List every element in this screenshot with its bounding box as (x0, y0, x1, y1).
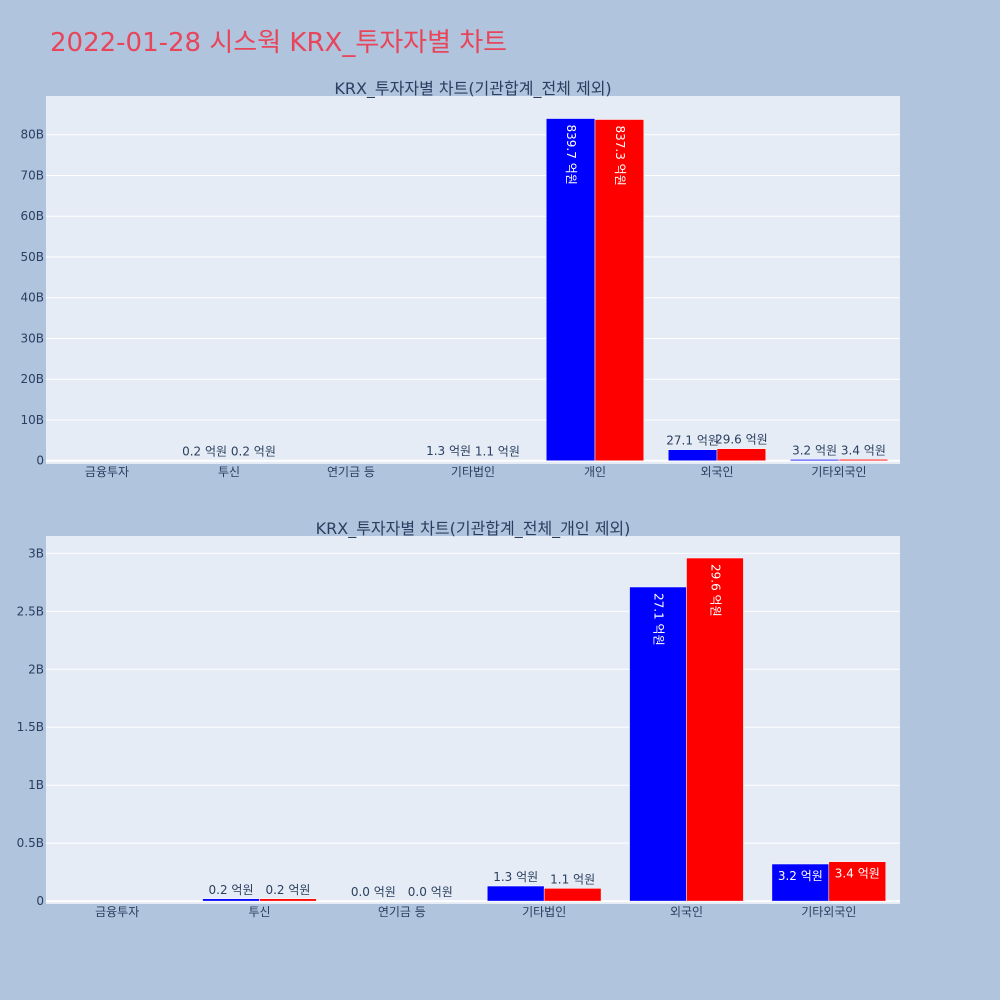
data-label: 1.1 억원 (550, 872, 595, 886)
x-tick-label: 기타법인 (522, 905, 566, 919)
bar (543, 888, 602, 902)
data-label: 3.4 억원 (835, 867, 880, 881)
data-label: 27.1 억원 (652, 593, 666, 646)
bar (667, 449, 718, 461)
y-tick-label: 10B (20, 413, 44, 427)
x-tick-label: 투신 (218, 465, 240, 479)
data-label: 0.2 억원 (231, 445, 276, 459)
x-tick-label: 외국인 (670, 905, 703, 919)
y-tick-label: 60B (20, 209, 44, 223)
x-tick-label: 금융투자 (95, 905, 139, 919)
bar (629, 586, 687, 902)
chart-title: KRX_투자자별 차트(기관합계_전체_개인 제외) (316, 519, 631, 539)
data-label: 1.1 억원 (475, 444, 520, 458)
data-label: 1.3 억원 (493, 870, 538, 884)
y-tick-label: 3B (28, 546, 44, 560)
y-tick-label: 0.5B (17, 836, 44, 850)
data-label: 3.2 억원 (778, 869, 823, 883)
y-tick-label: 0 (36, 454, 44, 468)
chart-top: 0 10B 20B 30B 40B 50B 60B 70B 80B KRX_투자자별 차트(기관합… (20, 79, 900, 479)
data-label: 1.3 억원 (426, 444, 471, 458)
bar (828, 861, 887, 902)
data-label: 0.2 억원 (209, 883, 254, 897)
y-tick-label: 1B (28, 778, 44, 792)
x-tick-label: 연기금 등 (327, 465, 375, 479)
data-label: 3.4 억원 (841, 443, 886, 457)
bar (838, 459, 889, 461)
x-tick-label: 기타법인 (451, 465, 495, 479)
x-tick-label: 투신 (248, 905, 270, 919)
bar (771, 863, 830, 902)
x-tick-label: 외국인 (700, 465, 733, 479)
bar (789, 459, 840, 461)
y-tick-label: 40B (20, 291, 44, 305)
y-tick-label: 20B (20, 372, 44, 386)
y-tick-label: 1.5B (17, 720, 44, 734)
x-tick-label: 기타외국인 (801, 905, 856, 919)
x-tick-label: 연기금 등 (378, 905, 426, 919)
bar (486, 885, 545, 902)
bar (423, 459, 474, 461)
plot-area (46, 536, 900, 904)
data-label: 0.0 억원 (408, 885, 453, 899)
y-tick-label: 0 (36, 894, 44, 908)
data-label: 839.7 억원 (564, 125, 578, 185)
bar (202, 898, 260, 902)
data-label: 0.2 억원 (265, 883, 310, 897)
bar (686, 557, 744, 902)
chart-bottom: 0 0.5B 1B 1.5B 2B 2.5B 3B KRX_투자자별 차트(기관합계_전체_개… (17, 519, 900, 919)
y-tick-label: 80B (20, 128, 44, 142)
plot-area (46, 96, 900, 464)
bar (594, 119, 645, 461)
data-label: 837.3 억원 (613, 126, 627, 186)
x-tick-label: 개인 (584, 465, 606, 479)
y-tick-label: 2B (28, 662, 44, 676)
bar (259, 898, 317, 902)
bar (716, 448, 767, 461)
y-tick-label: 2.5B (17, 604, 44, 618)
data-label: 0.0 억원 (351, 885, 396, 899)
chart-title: KRX_투자자별 차트(기관합계_전체 제외) (334, 79, 611, 99)
data-label: 0.2 억원 (182, 445, 227, 459)
x-tick-label: 금융투자 (85, 465, 129, 479)
x-tick-label: 기타외국인 (811, 465, 866, 479)
y-tick-label: 50B (20, 250, 44, 264)
y-tick-label: 70B (20, 168, 44, 182)
data-label: 3.2 억원 (792, 443, 837, 457)
y-tick-label: 30B (20, 331, 44, 345)
page-title: 2022-01-28 시스웍 KRX_투자자별 차트 (50, 28, 508, 58)
data-label: 29.6 억원 (715, 433, 768, 447)
data-label: 29.6 억원 (708, 564, 722, 617)
data-label: 27.1 억원 (666, 434, 719, 448)
bar (545, 118, 596, 461)
